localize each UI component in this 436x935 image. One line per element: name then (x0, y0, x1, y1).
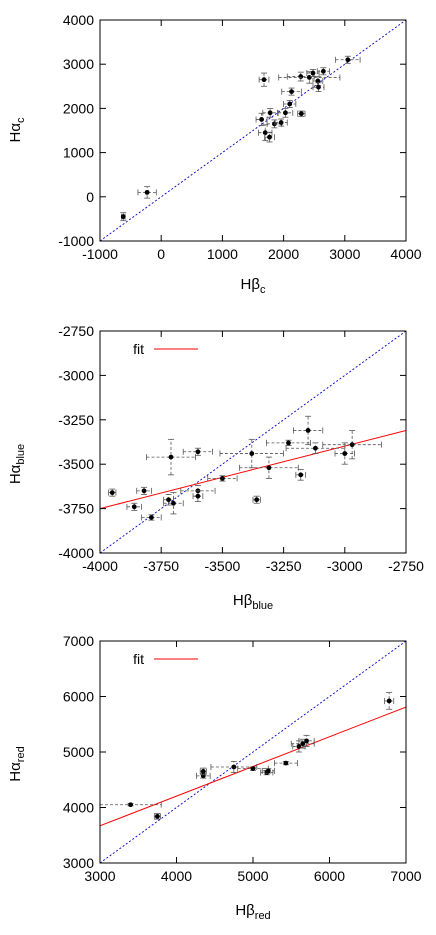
x-tick-label-c-1: 0 (157, 246, 165, 262)
data-point-blue-1 (126, 502, 143, 511)
data-point-c-14 (278, 71, 341, 84)
y-axis-label-blue: Hαblue (7, 444, 27, 484)
y-tick-label-c-5: 4000 (63, 12, 94, 28)
data-point-blue-10 (207, 475, 238, 482)
data-point-red-5 (237, 765, 269, 772)
x-tick-label-red-2: 5000 (237, 868, 268, 884)
x-tick-label-red-3: 6000 (314, 868, 345, 884)
y-axis-label-c: Hαc (7, 117, 27, 143)
reference-line-c (100, 20, 406, 241)
data-point-blue-16 (292, 415, 324, 446)
plot-frame-c (99, 19, 407, 242)
data-point-c-5 (262, 108, 278, 118)
data-point-blue-0 (108, 488, 117, 497)
data-point-blue-2 (136, 486, 152, 495)
y-tick-label-c-3: 2000 (63, 100, 94, 116)
data-point-c-8 (274, 118, 288, 127)
data-point-blue-15 (295, 469, 307, 481)
x-tick-label-c-3: 2000 (268, 246, 299, 262)
panel-red: Hαred Hβred 3000 4000 5000 6000 7000 3000 4000… (7, 633, 422, 922)
data-point-c-17 (312, 82, 325, 93)
data-point-blue-7 (182, 447, 214, 456)
data-point-red-1 (153, 813, 161, 820)
data-point-c-10 (283, 100, 297, 108)
data-point-red-10 (290, 738, 315, 749)
x-tick-label-c-0: -1000 (82, 246, 118, 262)
y-tick-label-blue-4: -3000 (58, 367, 94, 383)
y-tick-label-c-4: 3000 (63, 56, 94, 72)
data-point-c-9 (277, 108, 294, 118)
data-point-blue-6 (163, 492, 184, 515)
y-tick-label-blue-5: -2750 (58, 323, 94, 339)
x-axis-label-c: Hβc (241, 276, 266, 296)
y-tick-label-red-1: 4000 (63, 800, 94, 816)
y-tick-label-red-0: 3000 (63, 855, 94, 871)
x-tick-label-blue-3: -3250 (266, 558, 302, 574)
data-point-c-6 (264, 131, 275, 143)
data-point-c-19 (335, 55, 361, 64)
x-tick-label-blue-4: -3000 (327, 558, 363, 574)
data-point-blue-9 (192, 490, 204, 502)
y-tick-label-red-4: 7000 (63, 633, 94, 649)
data-point-c-4 (258, 124, 273, 142)
data-point-blue-19 (322, 430, 382, 460)
plot-frame-blue (99, 330, 407, 554)
data-point-red-3 (199, 767, 207, 776)
y-axis-label-red: Hαred (7, 746, 27, 781)
y-tick-label-c-1: 0 (86, 189, 94, 205)
y-tick-label-blue-2: -3500 (58, 456, 94, 472)
data-point-blue-14 (266, 439, 311, 446)
reference-line-red (100, 641, 406, 863)
legend-label-blue: fit (133, 341, 144, 357)
data-point-blue-12 (252, 495, 261, 504)
y-tick-label-blue-0: -4000 (58, 545, 94, 561)
data-point-red-11 (298, 734, 315, 747)
data-point-c-11 (281, 87, 302, 96)
fit-line-blue (100, 429, 406, 510)
data-point-blue-13 (239, 456, 299, 479)
y-tick-label-red-3: 6000 (63, 689, 94, 705)
data-point-blue-11 (219, 438, 285, 469)
x-tick-label-c-5: 4000 (390, 246, 421, 262)
x-tick-label-blue-5: -2750 (388, 558, 424, 574)
data-point-blue-3 (141, 514, 162, 521)
data-point-red-12 (384, 692, 395, 710)
x-tick-label-blue-2: -3500 (204, 558, 240, 574)
reference-line-blue (100, 331, 406, 553)
data-point-red-0 (99, 801, 162, 808)
y-tick-label-c-2: 1000 (63, 145, 94, 161)
x-tick-label-c-2: 1000 (207, 246, 238, 262)
x-tick-label-c-4: 3000 (329, 246, 360, 262)
y-tick-label-blue-1: -3750 (58, 501, 94, 517)
x-tick-label-red-1: 4000 (161, 868, 192, 884)
data-point-c-12 (297, 110, 306, 117)
data-point-c-16 (312, 76, 324, 86)
x-axis-label-blue: Hβblue (233, 592, 273, 612)
data-point-c-1 (137, 186, 157, 199)
panel-blue: Hαblue Hβblue -4000 -3750 -3500 -3250 -3000 -… (7, 323, 424, 612)
y-tick-label-c-0: -1000 (58, 233, 94, 249)
x-tick-label-blue-0: -4000 (82, 558, 118, 574)
data-point-c-3 (255, 112, 268, 127)
panel-c: Hαc Hβc -1000 0 1000 2000 3000 4000 -1000 0 1000… (7, 12, 422, 296)
data-point-blue-4 (146, 438, 196, 476)
data-point-c-0 (120, 212, 127, 222)
data-point-c-7 (266, 119, 283, 129)
data-point-red-4 (210, 761, 258, 773)
y-tick-label-red-2: 5000 (63, 744, 94, 760)
legend-label-red: fit (133, 651, 144, 667)
x-tick-label-red-0: 3000 (84, 868, 115, 884)
data-point-red-8 (274, 760, 298, 767)
x-axis-label-red: Hβred (235, 902, 270, 922)
x-tick-label-red-4: 7000 (390, 868, 421, 884)
x-tick-label-blue-1: -3750 (143, 558, 179, 574)
y-tick-label-blue-3: -3250 (58, 412, 94, 428)
data-point-c-2 (258, 72, 270, 87)
data-point-c-18 (316, 67, 330, 76)
data-point-blue-18 (334, 442, 355, 465)
data-point-red-7 (261, 767, 275, 774)
